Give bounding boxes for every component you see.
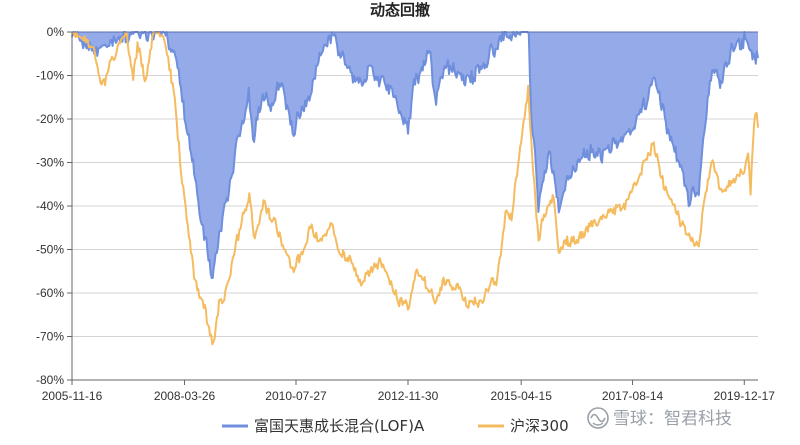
y-tick-label: 0% xyxy=(47,25,65,39)
y-tick-label: -70% xyxy=(36,330,64,344)
x-tick-label: 2015-04-15 xyxy=(490,389,552,403)
legend-label: 沪深300 xyxy=(510,417,569,435)
legend: 富国天惠成长混合(LOF)A 沪深300 xyxy=(222,417,569,435)
x-tick-label: 2012-11-30 xyxy=(378,389,439,403)
y-tick-label: -30% xyxy=(36,156,64,170)
y-tick-label: -80% xyxy=(36,373,64,387)
plot-area xyxy=(71,31,759,346)
y-axis-ticks: 0% -10% -20% -30% -40% -50% -60% -70% -80% xyxy=(36,25,72,387)
series-line-fund xyxy=(71,31,759,279)
x-tick-label: 2017-08-14 xyxy=(602,389,664,403)
series-area-fund xyxy=(72,32,758,278)
x-tick-label: 2008-03-26 xyxy=(154,389,216,403)
watermark-text: 雪球：智君科技 xyxy=(613,409,732,429)
y-tick-label: -10% xyxy=(36,69,64,83)
y-tick-label: -60% xyxy=(36,286,64,300)
chart-title: 动态回撤 xyxy=(370,1,430,19)
series-line-csi300 xyxy=(71,31,759,346)
y-tick-label: -40% xyxy=(36,199,64,213)
y-tick-label: -20% xyxy=(36,112,64,126)
x-tick-label: 2019-12-17 xyxy=(714,389,776,403)
x-axis-ticks: 2005-11-16 2008-03-26 2010-07-27 2012-11-30… xyxy=(42,380,776,403)
x-tick-label: 2010-07-27 xyxy=(265,389,327,403)
y-tick-label: -50% xyxy=(36,243,64,257)
legend-label: 富国天惠成长混合(LOF)A xyxy=(254,417,425,435)
snowball-logo-icon xyxy=(587,407,609,429)
watermark: 雪球：智君科技 xyxy=(587,407,732,429)
x-tick-label: 2005-11-16 xyxy=(42,389,103,403)
gridlines xyxy=(72,75,758,337)
